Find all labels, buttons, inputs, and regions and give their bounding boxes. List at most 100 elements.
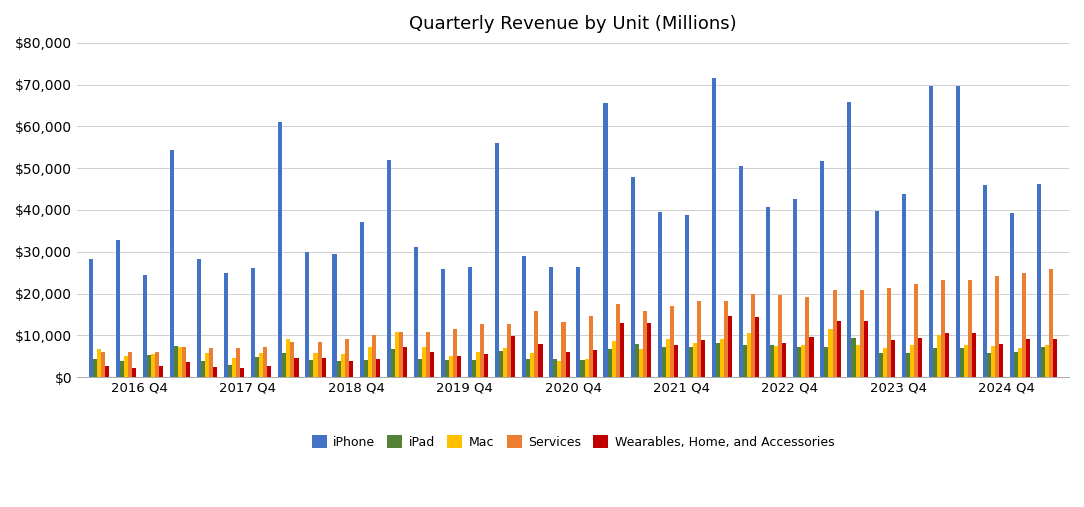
Bar — [209, 348, 214, 377]
Bar — [891, 341, 895, 377]
Bar — [430, 352, 434, 377]
Bar — [105, 366, 108, 377]
Bar — [778, 295, 783, 377]
Bar — [116, 240, 119, 377]
Bar — [1045, 345, 1049, 377]
Bar — [685, 214, 688, 377]
Bar — [739, 166, 743, 377]
Bar — [159, 366, 163, 377]
Bar — [801, 345, 805, 377]
Bar — [214, 367, 217, 377]
Bar — [879, 353, 882, 377]
Bar — [658, 212, 661, 377]
Bar — [914, 284, 918, 377]
Bar — [333, 254, 336, 377]
Bar — [186, 361, 190, 377]
Bar — [887, 288, 891, 377]
Bar — [387, 160, 390, 377]
Bar — [360, 222, 363, 377]
Bar — [995, 276, 999, 377]
Bar — [638, 348, 643, 377]
Bar — [1010, 213, 1015, 377]
Bar — [756, 316, 759, 377]
Bar — [810, 337, 814, 377]
Bar — [688, 347, 693, 377]
Bar — [988, 353, 991, 377]
Bar — [295, 358, 298, 377]
Bar — [132, 368, 136, 377]
Bar — [480, 324, 485, 377]
Bar — [616, 304, 620, 377]
Bar — [661, 347, 666, 377]
Bar — [468, 267, 472, 377]
Bar — [941, 280, 945, 377]
Bar — [336, 361, 340, 377]
Bar — [322, 358, 325, 377]
Bar — [286, 339, 291, 377]
Bar — [390, 349, 395, 377]
Bar — [422, 347, 426, 377]
Bar — [593, 349, 596, 377]
Bar — [503, 348, 507, 377]
Bar — [674, 345, 678, 377]
Bar — [909, 345, 914, 377]
Bar — [309, 360, 313, 377]
Bar — [526, 359, 530, 377]
Bar — [620, 322, 623, 377]
Bar — [363, 360, 367, 377]
Bar — [825, 347, 828, 377]
Bar — [1015, 352, 1018, 377]
Bar — [712, 78, 715, 377]
Bar — [805, 297, 810, 377]
Bar — [937, 336, 941, 377]
Bar — [259, 353, 263, 377]
Bar — [577, 267, 580, 377]
Bar — [991, 346, 995, 377]
Bar — [441, 269, 444, 377]
Bar — [367, 347, 372, 377]
Bar — [1042, 347, 1045, 377]
Bar — [666, 339, 670, 377]
Bar — [1037, 184, 1042, 377]
Bar — [634, 344, 638, 377]
Bar — [232, 358, 236, 377]
Bar — [499, 351, 503, 377]
Bar — [1018, 348, 1022, 377]
Bar — [155, 352, 159, 377]
Bar — [964, 345, 968, 377]
Bar — [306, 252, 309, 377]
Bar — [860, 289, 864, 377]
Bar — [224, 273, 228, 377]
Bar — [146, 355, 151, 377]
Bar — [124, 356, 128, 377]
Bar — [743, 345, 747, 377]
Bar — [611, 341, 616, 377]
Bar — [282, 352, 286, 377]
Bar — [279, 122, 282, 377]
Bar — [182, 347, 186, 377]
Bar — [417, 359, 422, 377]
Bar — [1027, 339, 1031, 377]
Bar — [228, 365, 232, 377]
Bar — [476, 352, 480, 377]
Bar — [241, 368, 244, 377]
Bar — [643, 311, 647, 377]
Bar — [372, 335, 376, 377]
Bar — [972, 333, 977, 377]
Bar — [821, 161, 825, 377]
Bar — [999, 344, 1004, 377]
Bar — [236, 348, 241, 377]
Bar — [201, 361, 205, 377]
Bar — [318, 342, 322, 377]
Bar — [797, 347, 801, 377]
Bar — [101, 352, 105, 377]
Bar — [766, 207, 770, 377]
Bar — [485, 354, 488, 377]
Bar — [945, 333, 950, 377]
Bar — [1054, 339, 1058, 377]
Bar — [539, 344, 542, 377]
Bar — [855, 345, 860, 377]
Bar — [670, 306, 674, 377]
Bar — [956, 86, 960, 377]
Bar — [580, 360, 584, 377]
